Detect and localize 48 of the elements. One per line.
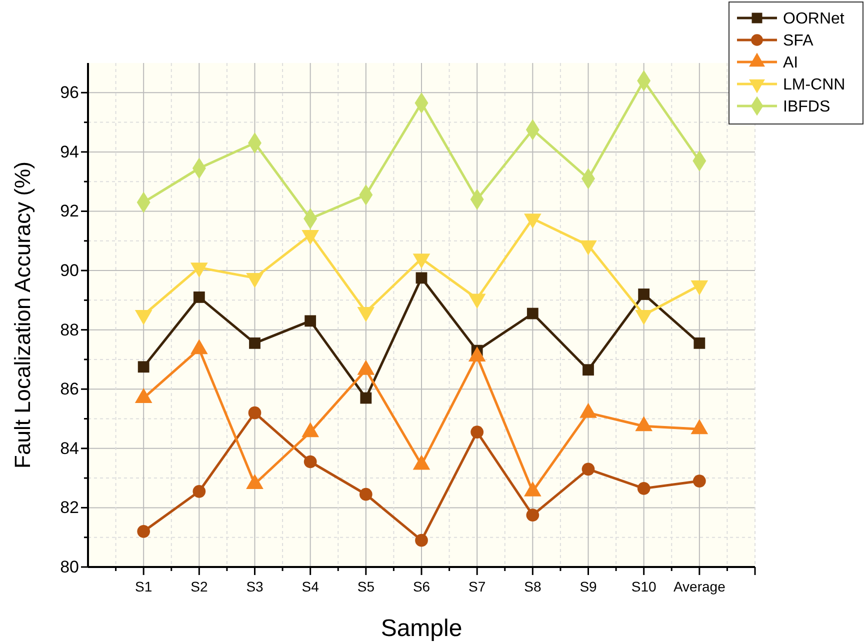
point xyxy=(637,482,650,495)
point xyxy=(359,488,372,501)
x-tick-label: S4 xyxy=(302,578,320,594)
point xyxy=(692,474,706,488)
x-tick-label: S5 xyxy=(357,578,375,594)
y-axis-title: Fault Localization Accuracy (%) xyxy=(10,162,35,468)
legend-label: AI xyxy=(783,54,798,72)
y-tick-label: 86 xyxy=(60,380,79,399)
x-tick-label: S6 xyxy=(412,578,430,594)
x-tick-label: S9 xyxy=(580,578,598,594)
point xyxy=(304,455,317,468)
legend-label: SFA xyxy=(783,32,814,50)
point xyxy=(694,337,706,349)
point xyxy=(582,364,594,376)
point xyxy=(526,308,538,320)
x-tick-label: S1 xyxy=(135,578,152,594)
point xyxy=(249,337,260,349)
point xyxy=(192,484,206,498)
y-tick-label: 92 xyxy=(60,202,79,221)
y-tick-label: 96 xyxy=(60,83,79,102)
x-tick-label: S7 xyxy=(468,578,486,594)
x-tick-label: S8 xyxy=(524,578,542,594)
point xyxy=(415,534,428,547)
point xyxy=(526,508,540,522)
point xyxy=(582,462,595,476)
point xyxy=(638,288,650,300)
y-tick-label: 84 xyxy=(60,438,79,458)
point xyxy=(470,426,484,439)
point xyxy=(416,272,428,284)
legend-label: OORNet xyxy=(783,10,845,28)
y-tick-label: 82 xyxy=(60,498,79,518)
point xyxy=(138,361,150,373)
x-tick-label: S10 xyxy=(631,578,656,594)
x-tick-label: S2 xyxy=(190,578,208,594)
legend-label: IBFDS xyxy=(783,98,830,116)
point xyxy=(137,525,150,538)
y-tick-label: 80 xyxy=(60,557,79,576)
x-tick-label: S3 xyxy=(246,578,264,594)
point xyxy=(248,406,262,420)
point xyxy=(193,292,205,303)
x-axis-title: Sample xyxy=(380,615,462,642)
legend-label: LM-CNN xyxy=(783,76,846,94)
point xyxy=(304,315,316,327)
point xyxy=(360,392,372,404)
y-tick-label: 94 xyxy=(60,142,79,162)
y-tick-label: 90 xyxy=(60,260,79,280)
y-tick-label: 88 xyxy=(60,320,79,340)
x-tick-label: Average xyxy=(673,578,726,594)
